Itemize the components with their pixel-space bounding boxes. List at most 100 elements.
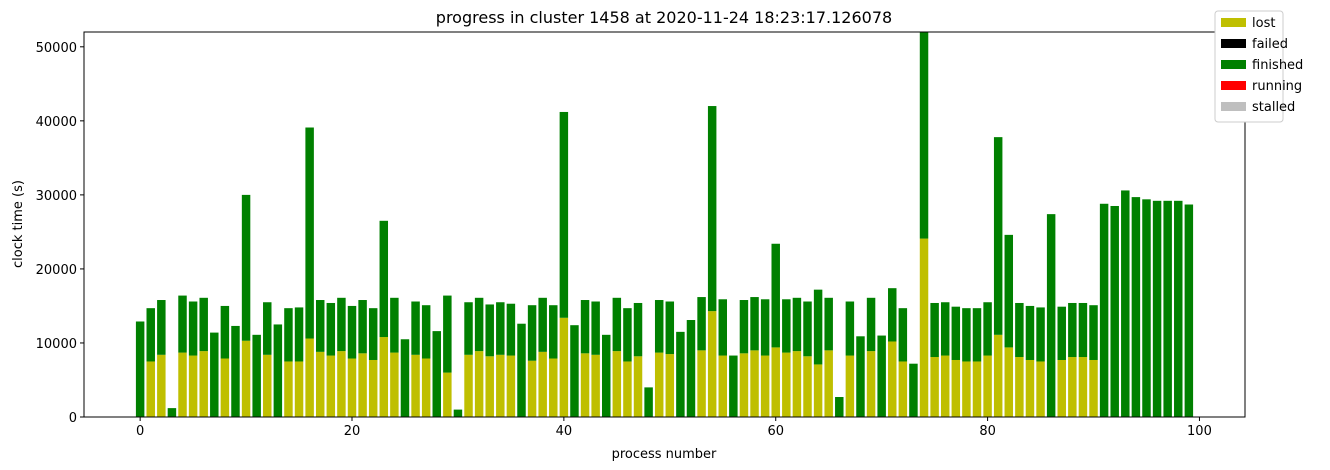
bar-segment <box>750 297 759 351</box>
bar-segment <box>538 351 547 417</box>
bar-segment <box>665 354 675 417</box>
legend-box <box>1214 10 1284 123</box>
bar-segment <box>1015 357 1024 417</box>
x-tick-label: 20 <box>344 424 361 439</box>
bar-segment <box>421 358 431 417</box>
bar-segment <box>506 355 516 417</box>
bar-segment <box>1046 214 1056 417</box>
bar-segment <box>707 311 717 417</box>
bar-segment <box>485 304 494 357</box>
bar-segment <box>337 351 346 417</box>
y-tick-label: 30000 <box>36 189 77 204</box>
bar-segment <box>549 358 558 417</box>
bar-segment <box>284 361 293 417</box>
bar-segment <box>496 354 505 417</box>
bar-segment <box>527 360 537 417</box>
y-axis-label: clock time (s) <box>11 180 26 268</box>
legend-swatch <box>1221 81 1246 90</box>
bar-segment <box>686 320 696 417</box>
bar-segment <box>1025 359 1035 417</box>
bar-segment <box>326 355 336 417</box>
bar-segment <box>654 300 664 353</box>
y-tick-label: 50000 <box>36 41 77 56</box>
bar-segment <box>602 334 611 417</box>
bar-segment <box>866 297 876 352</box>
bar-segment <box>940 302 950 356</box>
bar-segment <box>792 351 802 417</box>
bar-segment <box>972 308 982 362</box>
bar-segment <box>930 357 939 417</box>
bar-segment <box>517 323 526 417</box>
bar-segment <box>358 353 367 417</box>
bar-segment <box>919 238 929 417</box>
bar-segment <box>1057 306 1066 360</box>
bar-segment <box>284 308 293 362</box>
bar-segment <box>1015 302 1024 358</box>
bar-segment <box>877 335 886 417</box>
bar-segment <box>591 301 600 355</box>
bar-segment <box>241 340 251 417</box>
bar-segment <box>1152 200 1162 417</box>
bar-segment <box>930 302 939 358</box>
bar-segment <box>559 111 569 318</box>
bar-segment <box>1089 305 1098 360</box>
bar-segment <box>559 317 569 417</box>
bar-segment <box>623 308 632 362</box>
legend-label: running <box>1252 79 1302 94</box>
bar-segment <box>824 350 833 417</box>
y-tick-label: 10000 <box>36 337 77 352</box>
bar-segment <box>898 308 908 362</box>
y-tick-label: 20000 <box>36 263 77 278</box>
bar-segment <box>252 334 261 417</box>
bar-segment <box>612 351 622 417</box>
bar-segment <box>1142 199 1151 417</box>
bar-segment <box>697 297 706 351</box>
bar-segment <box>188 301 198 356</box>
bar-segment <box>623 361 632 417</box>
x-axis-label: process number <box>612 447 717 462</box>
bar-segment <box>178 295 187 353</box>
bar-segment <box>760 299 770 356</box>
bar-segment <box>199 297 208 352</box>
bar-segment <box>962 308 971 362</box>
bar-segment <box>739 353 749 417</box>
bar-segment <box>919 32 929 239</box>
bar-segment <box>432 331 441 417</box>
legend-label: lost <box>1252 16 1275 31</box>
bar-segment <box>718 355 727 417</box>
bar-segment <box>729 355 738 417</box>
bar-segment <box>591 354 600 417</box>
chart-title: progress in cluster 1458 at 2020-11-24 1… <box>436 8 892 27</box>
bar-segment <box>644 387 653 417</box>
bar-segment <box>813 364 823 417</box>
bar-segment <box>972 361 982 417</box>
bar-segment <box>898 361 908 417</box>
bar-segment <box>633 356 643 417</box>
bar-segment <box>485 356 494 417</box>
bar-segment <box>750 350 759 417</box>
bar-segment <box>231 325 240 417</box>
bar-segment <box>909 363 918 417</box>
bar-segment <box>305 127 314 339</box>
bar-segment <box>962 361 971 417</box>
bar-segment <box>1089 359 1098 417</box>
bar-segment <box>464 302 473 355</box>
bar-segment <box>1163 200 1172 417</box>
bar-segment <box>390 352 399 417</box>
bar-segment <box>347 358 357 417</box>
bar-segment <box>940 355 950 417</box>
bar-segment <box>443 372 452 417</box>
bar-segment <box>983 355 992 417</box>
bar-segment <box>676 331 685 417</box>
bar-segment <box>856 336 865 417</box>
bar-segment <box>263 302 272 355</box>
bar-segment <box>1068 357 1077 417</box>
x-tick-label: 0 <box>136 424 144 439</box>
bar-segment <box>527 305 537 361</box>
bar-segment <box>1184 204 1194 417</box>
bar-segment <box>188 355 198 417</box>
bar-segment <box>888 341 897 417</box>
bar-segment <box>443 295 452 373</box>
bar-segment <box>273 324 283 417</box>
bar-segment <box>760 355 770 417</box>
